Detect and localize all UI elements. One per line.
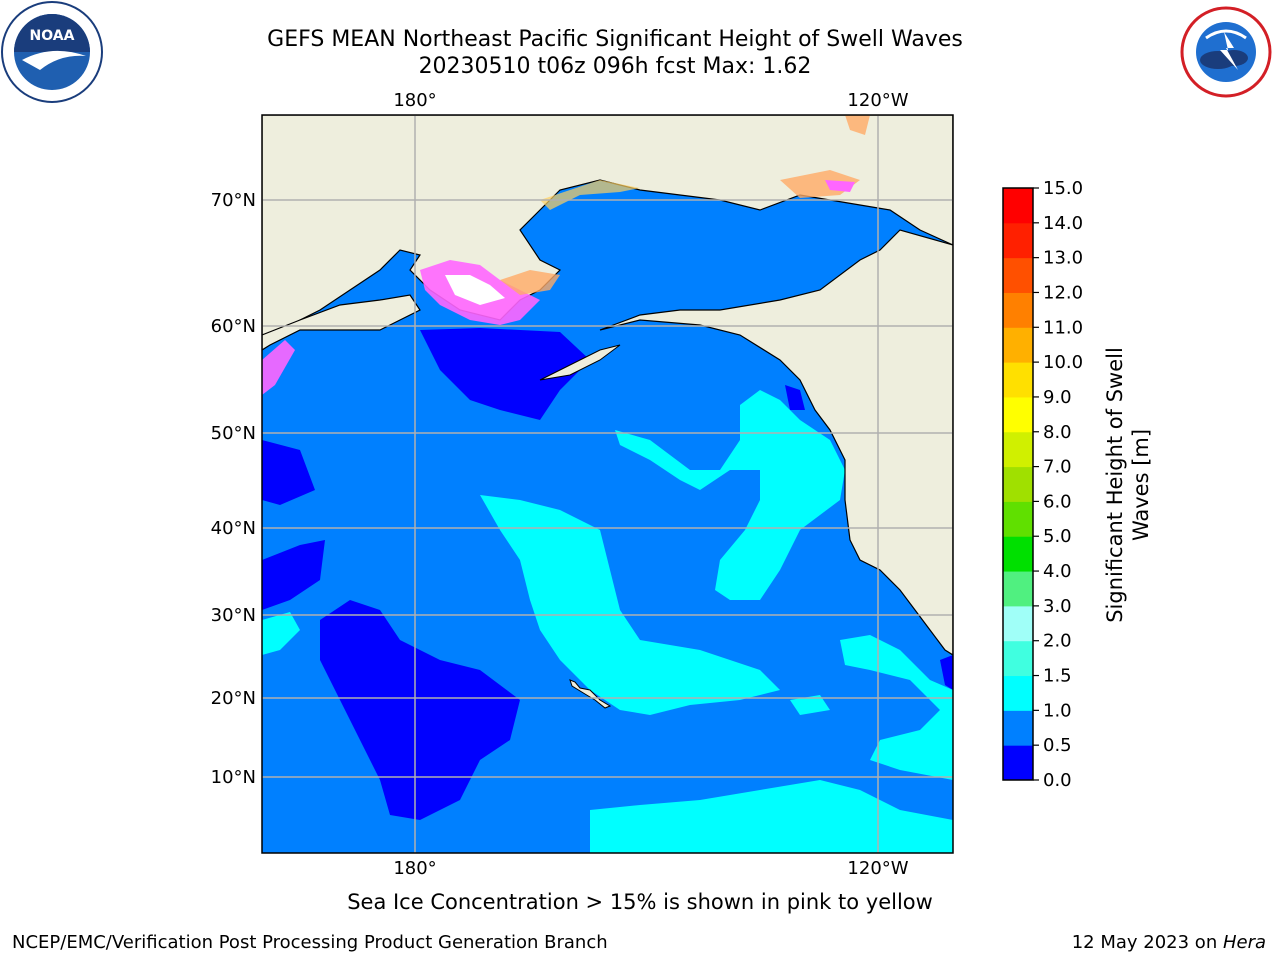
lat-label-10n: 10°N <box>211 767 256 788</box>
lat-label-20n: 20°N <box>211 688 256 709</box>
alaska-peninsula <box>262 294 421 351</box>
map-gridlines <box>262 115 953 853</box>
colorbar-tick-label: 2.0 <box>1043 631 1072 652</box>
footer-date: 12 May 2023 on Hera <box>1072 932 1266 953</box>
lat-label-70n: 70°N <box>211 190 256 211</box>
colorbar-tick-label: 8.0 <box>1043 422 1072 443</box>
colorbar-tick-label: 14.0 <box>1043 213 1083 234</box>
colorbar-ticks: 0.0 0.5 1.0 1.5 2.0 3.0 4.0 5.0 6.0 7.0 8.0 9.0 10.0… <box>1033 178 1083 791</box>
colorbar-swatch <box>1003 710 1033 746</box>
lat-label-30n: 30°N <box>211 605 256 626</box>
colorbar-label: Significant Height of Swell Waves [m] <box>1102 347 1154 623</box>
swell-region-low-gulf <box>420 328 590 420</box>
footer-credit: NCEP/EMC/Verification Post Processing Pr… <box>12 932 608 953</box>
swell-region-mid-central <box>480 495 780 715</box>
colorbar-swatch <box>1003 431 1033 468</box>
colorbar-tick-label: 12.0 <box>1043 282 1083 303</box>
footer-host: Hera <box>1222 932 1266 953</box>
colorbar-tick-label: 1.0 <box>1043 700 1072 721</box>
colorbar-tick-label: 11.0 <box>1043 317 1083 338</box>
map-plot-area <box>262 115 953 853</box>
aleutian-islands <box>539 344 621 381</box>
swell-region-low-south <box>320 600 520 820</box>
swell-region-mid-arc <box>615 390 845 600</box>
swell-region-mid-sw <box>262 612 300 655</box>
swell-region-mid-east <box>840 635 953 780</box>
lat-label-50n: 50°N <box>211 423 256 444</box>
colorbar-swatch <box>1003 675 1033 711</box>
swell-region-low-vancouver <box>785 385 805 410</box>
colorbar-swatch <box>1003 536 1033 572</box>
colorbar-swatch <box>1003 466 1033 502</box>
swell-region-low-west2 <box>262 540 325 610</box>
colorbar-swatch <box>1003 257 1033 293</box>
colorbar-frame <box>1002 187 1034 781</box>
nws-logo <box>1180 6 1272 98</box>
colorbar-swatch <box>1003 327 1033 363</box>
colorbar-swatch <box>1003 745 1033 781</box>
lon-label-bottom-120w: 120°W <box>847 858 908 879</box>
swell-region-mid-south <box>590 780 953 853</box>
chart-title: GEFS MEAN Northeast Pacific Significant … <box>267 27 963 52</box>
noaa-logo-text: NOAA <box>30 28 75 44</box>
colorbar-label-line1: Significant Height of Swell <box>1103 347 1127 623</box>
colorbar-swatch <box>1003 292 1033 328</box>
sea-ice-overlay <box>262 115 870 395</box>
colorbar-tick-label: 0.0 <box>1043 770 1072 791</box>
colorbar-tick-label: 1.5 <box>1043 666 1072 687</box>
colorbar-swatch <box>1003 501 1033 537</box>
hawaii-islands <box>569 679 612 709</box>
colorbar-tick-label: 7.0 <box>1043 457 1072 478</box>
colorbar <box>1002 187 1034 781</box>
canada-coast <box>599 115 953 656</box>
colorbar-tick-label: 15.0 <box>1043 178 1083 199</box>
colorbar-label-line2: Waves [m] <box>1129 428 1153 542</box>
noaa-logo: NOAA <box>1 1 103 103</box>
lat-label-40n: 40°N <box>211 518 256 539</box>
swell-region-mid-mid <box>790 695 830 715</box>
colorbar-tick-label: 13.0 <box>1043 248 1083 269</box>
colorbar-tick-label: 4.0 <box>1043 561 1072 582</box>
colorbar-tick-label: 3.0 <box>1043 596 1072 617</box>
lon-label-bottom-180: 180° <box>393 858 436 879</box>
colorbar-tick-label: 6.0 <box>1043 491 1072 512</box>
colorbar-swatch <box>1003 188 1033 224</box>
colorbar-tick-label: 10.0 <box>1043 352 1083 373</box>
colorbar-swatch <box>1003 605 1033 642</box>
lat-label-60n: 60°N <box>211 316 256 337</box>
colorbar-swatch <box>1003 640 1033 677</box>
colorbar-tick-label: 0.5 <box>1043 735 1072 756</box>
swell-region-low-west <box>262 440 315 505</box>
swell-region-low-east <box>940 655 953 690</box>
footer-date-text: 12 May 2023 on <box>1071 932 1223 953</box>
map-frame <box>261 114 954 854</box>
lon-label-top-180: 180° <box>393 90 436 111</box>
colorbar-swatch <box>1003 571 1033 607</box>
colorbar-tick-label: 9.0 <box>1043 387 1072 408</box>
lon-label-top-120w: 120°W <box>847 90 908 111</box>
colorbar-swatch <box>1003 222 1033 259</box>
colorbar-tick-label: 5.0 <box>1043 526 1072 547</box>
sea-ice-note: Sea Ice Concentration > 15% is shown in … <box>347 890 933 914</box>
colorbar-swatch <box>1003 396 1033 433</box>
colorbar-swatch <box>1003 362 1033 398</box>
chart-subtitle: 20230510 t06z 096h fcst Max: 1.62 <box>418 54 812 79</box>
